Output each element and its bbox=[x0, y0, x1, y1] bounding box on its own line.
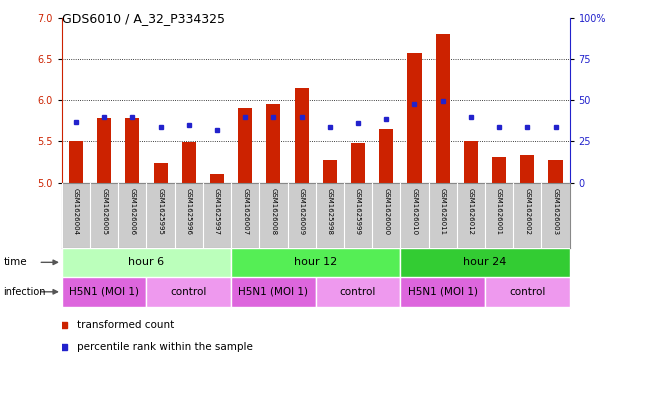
Bar bbox=[492, 157, 506, 183]
Text: GSM1625998: GSM1625998 bbox=[327, 188, 333, 235]
Text: H5N1 (MOI 1): H5N1 (MOI 1) bbox=[408, 287, 478, 297]
Text: GDS6010 / A_32_P334325: GDS6010 / A_32_P334325 bbox=[62, 12, 225, 25]
Text: hour 6: hour 6 bbox=[128, 257, 165, 267]
Bar bbox=[316, 277, 400, 307]
Bar bbox=[125, 118, 139, 183]
Text: hour 24: hour 24 bbox=[464, 257, 506, 267]
Bar bbox=[154, 163, 167, 183]
Text: GSM1625995: GSM1625995 bbox=[158, 188, 163, 235]
Bar bbox=[266, 104, 281, 183]
Text: GSM1626000: GSM1626000 bbox=[383, 188, 389, 235]
Text: GSM1626011: GSM1626011 bbox=[439, 188, 446, 235]
Bar bbox=[408, 53, 421, 183]
Text: H5N1 (MOI 1): H5N1 (MOI 1) bbox=[69, 287, 139, 297]
Text: control: control bbox=[171, 287, 207, 297]
Bar bbox=[351, 143, 365, 183]
Text: GSM1625996: GSM1625996 bbox=[186, 188, 192, 235]
Text: GSM1626002: GSM1626002 bbox=[524, 188, 531, 235]
Bar bbox=[548, 160, 562, 183]
Bar bbox=[238, 108, 252, 183]
Bar bbox=[97, 118, 111, 183]
Bar bbox=[231, 248, 400, 277]
Bar bbox=[62, 277, 146, 307]
Text: GSM1626007: GSM1626007 bbox=[242, 188, 248, 235]
Text: GSM1626006: GSM1626006 bbox=[130, 188, 135, 235]
Text: GSM1626008: GSM1626008 bbox=[270, 188, 277, 235]
Text: control: control bbox=[509, 287, 546, 297]
Text: GSM1626012: GSM1626012 bbox=[468, 188, 474, 235]
Bar bbox=[62, 248, 231, 277]
Text: GSM1626003: GSM1626003 bbox=[553, 188, 559, 235]
Bar bbox=[485, 277, 570, 307]
Bar bbox=[520, 155, 534, 183]
Text: GSM1626004: GSM1626004 bbox=[73, 188, 79, 235]
Text: GSM1626005: GSM1626005 bbox=[101, 188, 107, 235]
Bar bbox=[464, 141, 478, 183]
Text: control: control bbox=[340, 287, 376, 297]
Bar bbox=[379, 129, 393, 183]
Text: GSM1626010: GSM1626010 bbox=[411, 188, 417, 235]
Text: GSM1625999: GSM1625999 bbox=[355, 188, 361, 235]
Bar bbox=[146, 277, 231, 307]
Bar bbox=[69, 141, 83, 183]
Text: time: time bbox=[3, 257, 27, 267]
Text: hour 12: hour 12 bbox=[294, 257, 337, 267]
Text: GSM1625997: GSM1625997 bbox=[214, 188, 220, 235]
Text: GSM1626009: GSM1626009 bbox=[299, 188, 305, 235]
Bar bbox=[436, 34, 450, 183]
Text: infection: infection bbox=[3, 287, 46, 297]
Text: transformed count: transformed count bbox=[77, 320, 174, 330]
Bar bbox=[400, 277, 485, 307]
Text: H5N1 (MOI 1): H5N1 (MOI 1) bbox=[238, 287, 309, 297]
Bar bbox=[182, 142, 196, 183]
Bar bbox=[231, 277, 316, 307]
Text: percentile rank within the sample: percentile rank within the sample bbox=[77, 342, 253, 352]
Bar bbox=[210, 174, 224, 183]
Bar bbox=[294, 88, 309, 183]
Text: GSM1626001: GSM1626001 bbox=[496, 188, 502, 235]
Bar bbox=[323, 160, 337, 183]
Bar bbox=[400, 248, 570, 277]
